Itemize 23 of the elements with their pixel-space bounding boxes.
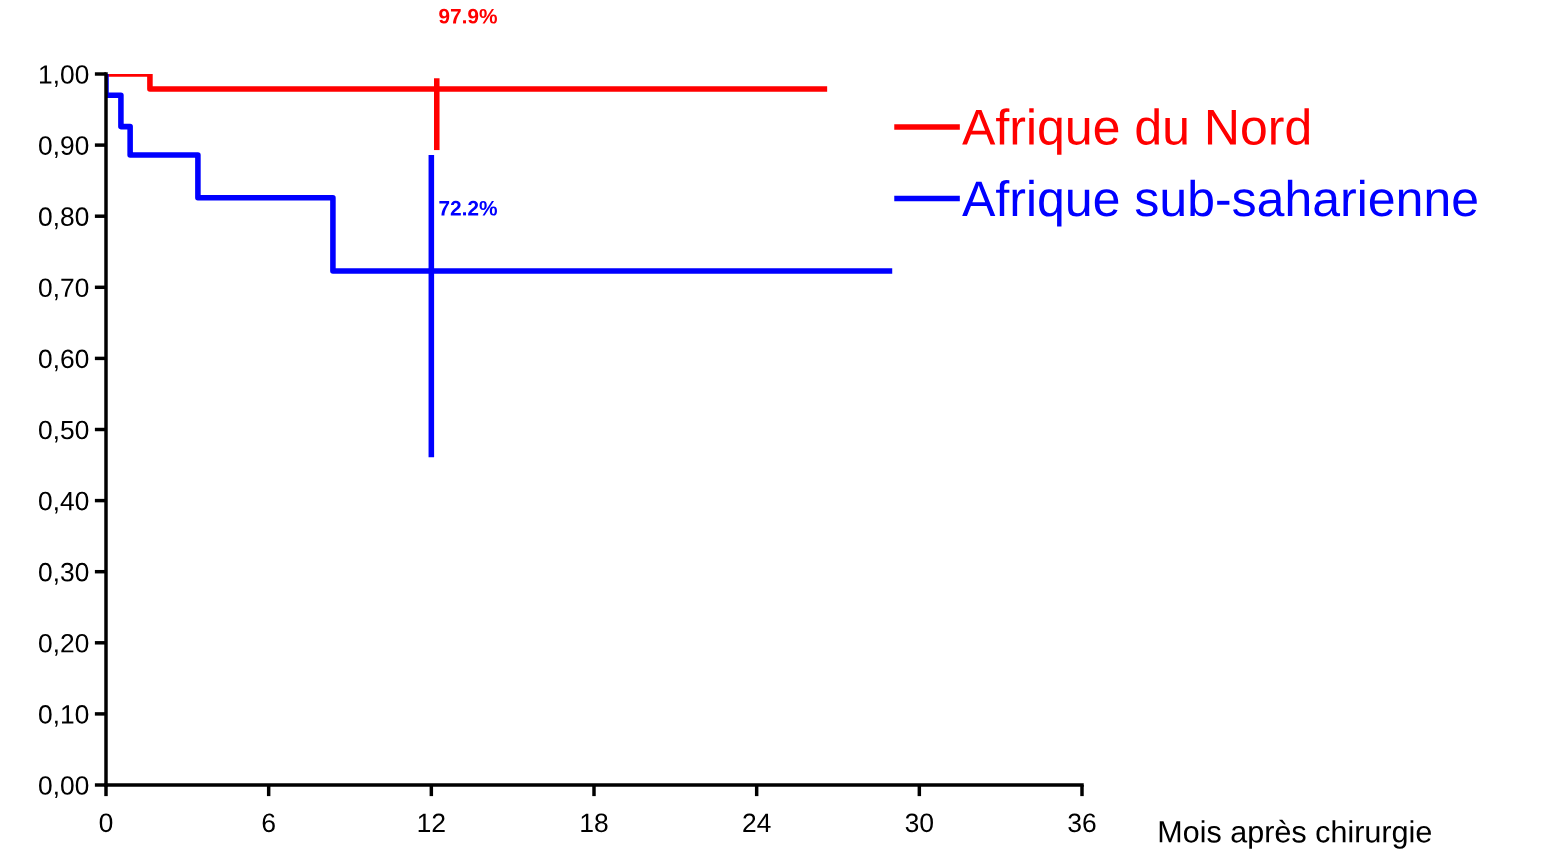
y-tick-label: 1,00 <box>39 65 89 87</box>
annotation: 72.2% <box>439 200 497 216</box>
legend-label: Afrique du Nord <box>962 108 1310 155</box>
x-tick-label: 36 <box>1068 813 1096 833</box>
y-tick-label: 0,00 <box>39 776 89 798</box>
text: 97.9% <box>439 8 497 24</box>
y-tick-label: 0,20 <box>39 633 89 656</box>
x-tick-label: 18 <box>581 813 608 833</box>
y-tick-label: 0,30 <box>39 562 89 585</box>
x-axis-title: Mois après chirurgie <box>1159 819 1431 849</box>
y-tick-label: 0,50 <box>39 420 89 443</box>
legend-label: Afrique sub-saharienne <box>962 179 1477 227</box>
x-tick-label: 0 <box>99 813 113 833</box>
x-tick-label: 24 <box>743 813 771 832</box>
x-tick-label: 12 <box>418 813 445 832</box>
y-tick-label: 0,40 <box>39 491 89 514</box>
y-tick-label: 0,10 <box>39 705 89 727</box>
y-tick-label: 0,70 <box>39 278 89 301</box>
y-tick-label: 0,80 <box>39 207 89 230</box>
x-tick-label: 6 <box>262 813 275 833</box>
y-tick-label: 0,90 <box>39 136 89 159</box>
y-tick-label: 0,60 <box>39 349 89 372</box>
x-tick-label: 30 <box>905 813 933 833</box>
